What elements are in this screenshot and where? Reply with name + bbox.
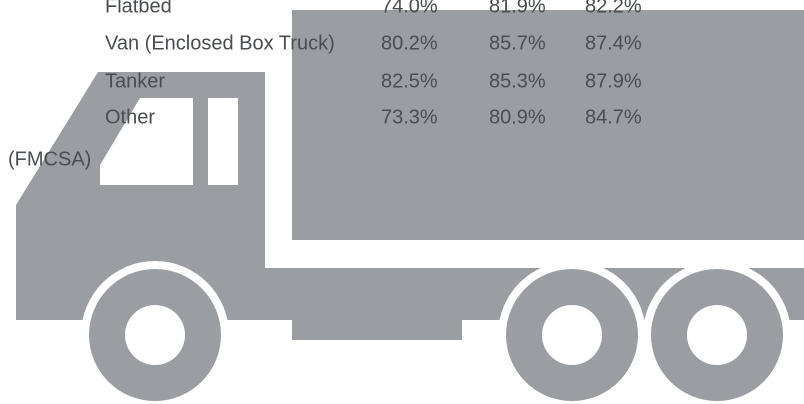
cell-value: 82.2% (585, 0, 642, 17)
cell-value: 80.2% (381, 32, 438, 54)
hub (542, 305, 602, 365)
cell-value: 87.4% (585, 32, 642, 54)
window (208, 98, 238, 185)
chassis-skirt (292, 318, 462, 340)
cell-value: 84.7% (585, 106, 642, 128)
cell-value: 87.9% (585, 70, 642, 92)
row-label: Other (105, 106, 155, 128)
cell-value: 82.5% (381, 70, 438, 92)
cell-value: 81.9% (489, 0, 546, 17)
cell-value: 80.9% (489, 106, 546, 128)
truck-illustration (16, 10, 804, 404)
cargo-box (292, 10, 804, 240)
cell-value: 85.3% (489, 70, 546, 92)
cell-value: 85.7% (489, 32, 546, 54)
cell-value: 74.0% (381, 0, 438, 17)
page: Flatbed 74.0% 81.9% 82.2% Van (Enclosed Box … (0, 0, 804, 404)
row-label: Tanker (105, 70, 165, 92)
row-label: Van (Enclosed Box Truck) (105, 32, 335, 54)
cell-value: 73.3% (381, 106, 438, 128)
row-label: Flatbed (105, 0, 172, 17)
hub (687, 305, 747, 365)
source-note: (FMCSA) (8, 148, 91, 170)
hub (125, 305, 185, 365)
